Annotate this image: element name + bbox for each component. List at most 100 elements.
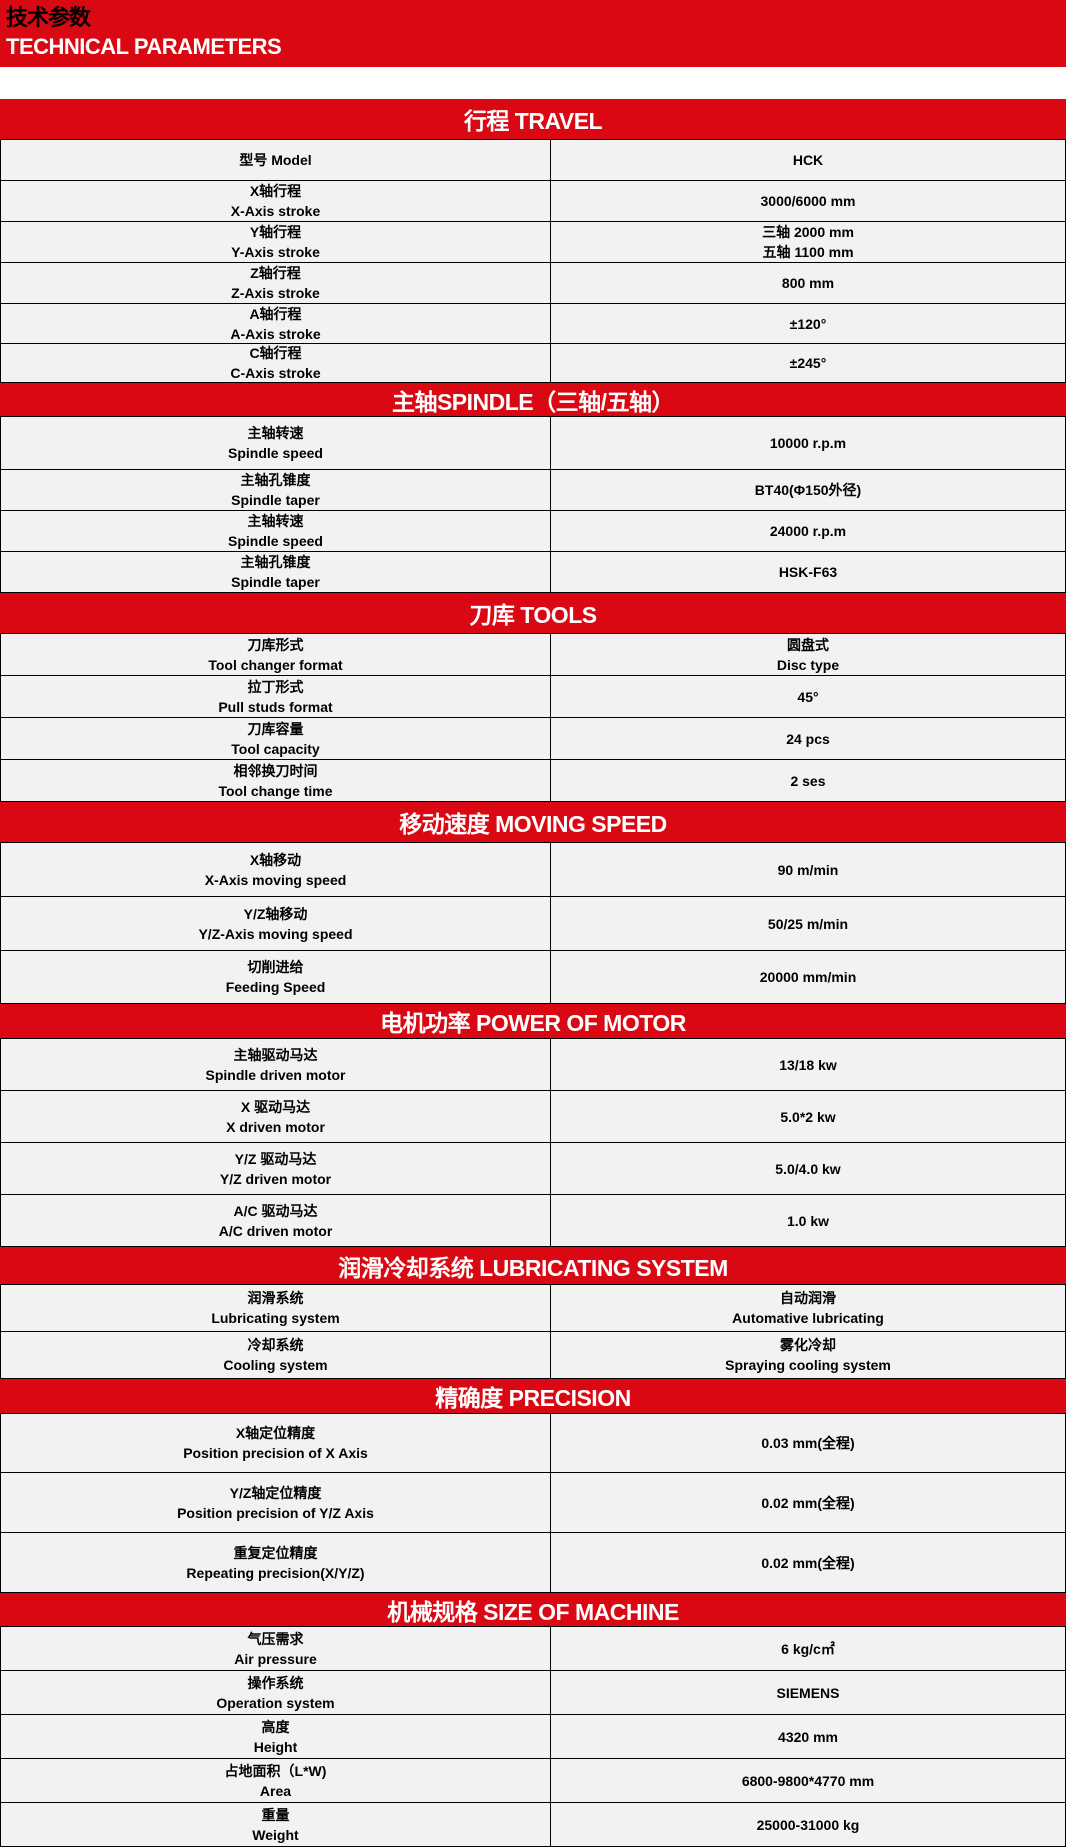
label-line: X轴行程 (249, 183, 302, 199)
table-row: 操作系统 Operation system SIEMENS (0, 1671, 1066, 1715)
parameter-label: Y/Z 驱动马达 Y/Z driven motor (1, 1143, 551, 1194)
label-line: Y/Z driven motor (219, 1170, 332, 1187)
parameter-label: 重量 Weight (1, 1803, 551, 1846)
label-line: Repeating precision(X/Y/Z) (186, 1564, 365, 1581)
label-line: Operation system (216, 1694, 335, 1711)
label-line: Z轴行程 (250, 265, 301, 281)
table-row: Y/Z轴定位精度 Position precision of Y/Z Axis 0.… (0, 1473, 1066, 1533)
value-line: 90 m/min (777, 861, 839, 878)
label-line: X-Axis stroke (230, 203, 321, 219)
table-row: X轴移动 X-Axis moving speed 90 m/min (0, 843, 1066, 897)
parameter-value: 5.0*2 kw (551, 1091, 1065, 1142)
label-line: Z-Axis stroke (231, 285, 320, 301)
table-row: 主轴转速 Spindle speed 10000 r.p.m (0, 417, 1066, 470)
table-row: 主轴孔锥度 Spindle taper HSK-F63 (0, 552, 1066, 593)
label-line: Lubricating system (211, 1310, 340, 1326)
table-row: Y轴行程 Y-Axis stroke 三轴 2000 mm 五轴 1100 mm (0, 222, 1066, 263)
label-line: Y/Z-Axis moving speed (198, 925, 353, 942)
table-row: 主轴驱动马达 Spindle driven motor 13/18 kw (0, 1039, 1066, 1091)
table-row: Y/Z 驱动马达 Y/Z driven motor 5.0/4.0 kw (0, 1143, 1066, 1195)
label-line: 操作系统 (247, 1674, 304, 1691)
parameter-value: ±245° (551, 344, 1065, 382)
parameter-label: X轴定位精度 Position precision of X Axis (1, 1414, 551, 1472)
table-row: 刀库形式 Tool changer format 圆盘式 Disc type (0, 634, 1066, 676)
parameter-value: 90 m/min (551, 843, 1065, 896)
parameter-value: 4320 mm (551, 1715, 1065, 1758)
value-line: Automative lubricating (732, 1310, 884, 1326)
parameter-label: 主轴转速 Spindle speed (1, 417, 551, 469)
parameter-label: 拉丁形式 Pull studs format (1, 676, 551, 717)
table-row: A/C 驱动马达 A/C driven motor 1.0 kw (0, 1195, 1066, 1247)
table-row: 气压需求 Air pressure 6 kg/c㎡ (0, 1627, 1066, 1671)
parameter-value: 24 pcs (551, 718, 1065, 759)
value-line: 800 mm (781, 275, 835, 291)
value-line: 五轴 1100 mm (762, 244, 854, 260)
value-line: 三轴 2000 mm (762, 224, 854, 240)
label-line: Tool change time (218, 782, 333, 799)
parameter-value: 800 mm (551, 263, 1065, 303)
label-line: Spindle speed (228, 533, 323, 549)
parameter-label: 重复定位精度 Repeating precision(X/Y/Z) (1, 1533, 551, 1592)
table-row: Z轴行程 Z-Axis stroke 800 mm (0, 263, 1066, 304)
section-header: 移动速度 MOVING SPEED (0, 802, 1066, 843)
table-row: 润滑系统 Lubricating system 自动润滑 Automative lub… (0, 1285, 1066, 1332)
label-line: Y/Z轴移动 (243, 905, 308, 922)
value-line: HCK (792, 152, 824, 168)
label-line: X-Axis moving speed (204, 871, 347, 888)
parameter-label: Y/Z轴移动 Y/Z-Axis moving speed (1, 897, 551, 950)
table-row: X轴定位精度 Position precision of X Axis 0.03 m… (0, 1414, 1066, 1473)
value-line: 25000-31000 kg (756, 1816, 860, 1833)
parameter-value: BT40(Φ150外径) (551, 470, 1065, 510)
value-line: 4320 mm (778, 1728, 838, 1745)
table-row: 高度 Height 4320 mm (0, 1715, 1066, 1759)
value-line: Disc type (776, 656, 840, 673)
value-line: 24 pcs (786, 730, 830, 747)
value-line: Spraying cooling system (725, 1357, 891, 1373)
parameter-label: 切削进给 Feeding Speed (1, 951, 551, 1003)
value-line: 5.0/4.0 kw (775, 1160, 841, 1177)
parameter-value: 20000 mm/min (551, 951, 1065, 1003)
label-line: Position precision of Y/Z Axis (177, 1504, 374, 1521)
parameter-label: 冷却系统 Cooling system (1, 1332, 551, 1378)
parameter-value: 24000 r.p.m (551, 511, 1065, 551)
parameter-value: 0.03 mm(全程) (551, 1414, 1065, 1472)
label-line: Feeding Speed (225, 979, 326, 995)
label-line: X轴移动 (249, 851, 302, 868)
section-header: 机械规格 SIZE OF MACHINE (0, 1593, 1066, 1627)
table-row: X 驱动马达 X driven motor 5.0*2 kw (0, 1091, 1066, 1143)
parameter-value: HSK-F63 (551, 552, 1065, 592)
parameter-label: 主轴孔锥度 Spindle taper (1, 470, 551, 510)
parameter-label: 润滑系统 Lubricating system (1, 1285, 551, 1331)
parameter-value: 雾化冷却 Spraying cooling system (551, 1332, 1065, 1378)
parameter-value: 6 kg/c㎡ (551, 1627, 1065, 1670)
label-line: Y/Z 驱动马达 (234, 1150, 317, 1167)
label-line: A-Axis stroke (230, 325, 321, 342)
label-line: Tool capacity (231, 740, 320, 757)
label-line: 主轴转速 (247, 513, 304, 529)
label-line: 气压需求 (247, 1630, 304, 1647)
parameter-label: 主轴驱动马达 Spindle driven motor (1, 1039, 551, 1090)
table-row: 型号 Model HCK (0, 140, 1066, 181)
parameter-label: 主轴孔锥度 Spindle taper (1, 552, 551, 592)
label-line: 刀库形式 (247, 636, 304, 653)
label-line: 刀库容量 (247, 720, 304, 737)
page-title-cn: 技术参数 (6, 5, 91, 30)
value-line: 10000 r.p.m (769, 435, 847, 451)
label-line: Spindle taper (231, 492, 320, 508)
label-line: Air pressure (234, 1650, 317, 1667)
parameter-label: 刀库容量 Tool capacity (1, 718, 551, 759)
value-line: 0.02 mm(全程) (761, 1554, 855, 1571)
label-line: 冷却系统 (247, 1337, 304, 1353)
value-line: 5.0*2 kw (780, 1108, 836, 1125)
value-line: 自动润滑 (780, 1290, 836, 1306)
parameter-label: Y/Z轴定位精度 Position precision of Y/Z Axis (1, 1473, 551, 1532)
label-line: 主轴孔锥度 (240, 472, 311, 488)
value-line: 13/18 kw (779, 1056, 837, 1073)
section-header: 行程 TRAVEL (0, 99, 1066, 140)
section-header: 主轴SPINDLE（三轴/五轴） (0, 383, 1066, 417)
label-line: Weight (252, 1826, 299, 1843)
label-line: Area (259, 1782, 292, 1799)
label-line: 相邻换刀时间 (233, 762, 318, 779)
label-line: Pull studs format (218, 698, 333, 715)
parameter-label: Y轴行程 Y-Axis stroke (1, 222, 551, 262)
